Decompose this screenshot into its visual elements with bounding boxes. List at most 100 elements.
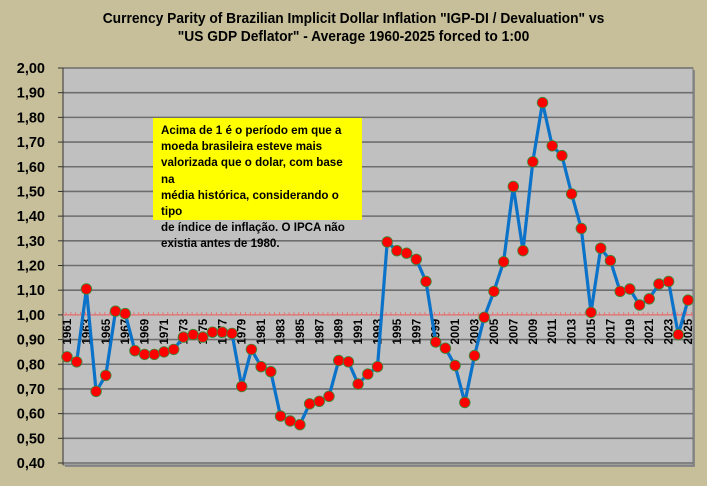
chart-title: Currency Parity of Brazilian Implicit Do… (102, 10, 605, 27)
data-point (517, 244, 529, 257)
x-tick-label: 1969 (140, 319, 152, 345)
data-point (216, 326, 229, 338)
data-point (284, 415, 296, 427)
data-point (197, 331, 209, 343)
x-tick-label: 2015 (586, 318, 598, 344)
x-tick-label: 2007 (508, 319, 520, 345)
x-tick-label: 2021 (644, 318, 656, 344)
data-point (536, 96, 549, 109)
y-tick-label: 1,80 (17, 110, 45, 126)
x-axis-tick-labels: 1961196319651967196919711973197519771979… (62, 318, 695, 344)
data-point (662, 275, 675, 288)
x-tick-label: 2005 (489, 318, 501, 344)
data-point (100, 369, 112, 382)
data-point (119, 307, 131, 320)
x-tick-label: 2025 (683, 318, 695, 344)
data-point (400, 247, 413, 259)
data-point (527, 156, 539, 168)
data-point (507, 180, 520, 193)
data-point (459, 396, 471, 409)
data-point (148, 348, 161, 361)
data-point (158, 346, 170, 358)
data-point (109, 305, 122, 317)
data-point (449, 359, 461, 372)
y-tick-label: 1,60 (17, 160, 45, 176)
data-point (362, 368, 374, 380)
data-point (653, 278, 665, 290)
x-tick-label: 1991 (353, 318, 365, 344)
x-tick-label: 2017 (605, 319, 617, 345)
x-tick-label: 2023 (664, 319, 676, 345)
data-point (245, 343, 258, 356)
data-point (265, 366, 277, 378)
data-point (226, 327, 238, 340)
x-tick-label: 1983 (275, 319, 287, 345)
x-tick-label: 1965 (101, 318, 113, 344)
y-tick-label: 1,10 (17, 283, 45, 299)
data-point (235, 380, 248, 393)
x-tick-label: 1971 (159, 318, 171, 344)
data-point (391, 244, 403, 257)
data-point (672, 328, 685, 341)
annotation-line: média histórica, considerando o tipo (161, 188, 339, 219)
data-point (61, 351, 73, 363)
x-tick-label: 2013 (567, 319, 579, 345)
data-point (478, 311, 490, 324)
x-tick-label: 2019 (625, 319, 637, 345)
annotation-line: de índice de inflação. O IPCA não (161, 221, 345, 235)
chart-subtitle: "US GDP Deflator" - Average 1960-2025 fo… (177, 28, 530, 45)
data-point (595, 242, 607, 254)
data-point (70, 356, 83, 368)
y-tick-label: 1,50 (17, 184, 45, 200)
data-point (342, 356, 355, 368)
y-tick-label: 0,90 (17, 333, 45, 349)
y-tick-label: 1,70 (17, 135, 45, 151)
data-point (488, 285, 500, 298)
data-point (614, 285, 626, 298)
annotation-line: moeda brasileira esteve mais (161, 140, 323, 154)
x-tick-label: 1979 (237, 319, 249, 345)
data-point (167, 343, 180, 356)
data-point (410, 253, 423, 265)
data-point (294, 419, 306, 431)
x-tick-label: 1989 (334, 319, 346, 345)
data-point (323, 390, 335, 403)
data-point (352, 378, 364, 390)
y-axis-tick-labels: 2,00 1,90 1,80 1,70 1,60 1,50 1,40 1,30 1,20 1,10… (17, 61, 45, 472)
y-tick-label: 0,70 (17, 382, 45, 398)
data-point (381, 236, 393, 248)
y-tick-label: 0,80 (17, 357, 45, 373)
data-point (633, 299, 646, 311)
y-tick-label: 1,90 (17, 86, 45, 102)
data-point (371, 361, 384, 373)
chart-title-block: Currency Parity of Brazilian Implicit Do… (28, 10, 678, 46)
y-tick-label: 2,00 (17, 61, 45, 77)
x-tick-label: 1987 (314, 319, 326, 345)
y-tick-label: 0,40 (17, 456, 45, 472)
data-point (129, 345, 141, 357)
y-tick-label: 0,50 (17, 431, 45, 447)
x-tick-label: 1981 (256, 318, 268, 344)
y-tick-label: 1,20 (17, 259, 45, 275)
y-tick-label: 1,00 (17, 308, 45, 324)
data-point (643, 293, 655, 305)
data-point (303, 398, 316, 410)
data-point (313, 395, 326, 408)
annotation-line: valorizada que o dolar, com base na (161, 156, 343, 186)
data-point (624, 283, 636, 295)
x-tick-label: 2009 (528, 319, 540, 345)
x-tick-label: 1961 (62, 318, 74, 344)
data-point (187, 328, 199, 341)
y-tick-label: 0,60 (17, 407, 45, 423)
x-tick-label: 1995 (392, 318, 404, 344)
x-tick-label: 1997 (411, 319, 423, 345)
data-point (90, 385, 102, 398)
data-point (138, 348, 151, 361)
data-point (206, 326, 219, 338)
y-tick-label: 1,30 (17, 234, 45, 250)
data-point (682, 294, 694, 306)
annotation-box: Acima de 1 é o período em que a moeda br… (153, 118, 362, 250)
data-point (565, 188, 578, 200)
annotation-line: existia antes de 1980. (161, 237, 280, 251)
markers-group (61, 96, 694, 431)
